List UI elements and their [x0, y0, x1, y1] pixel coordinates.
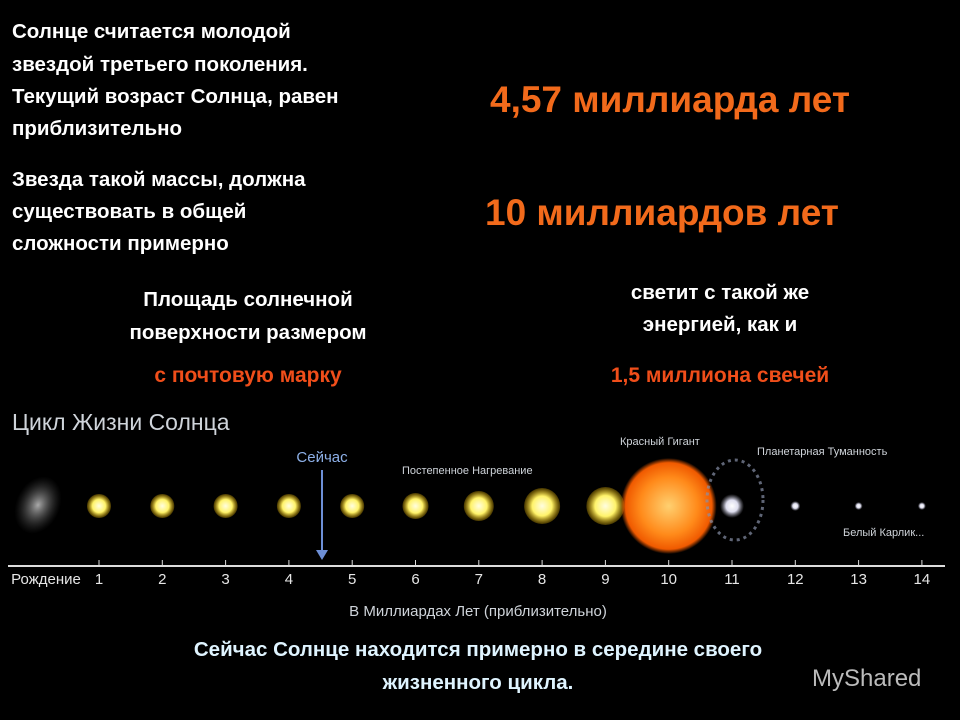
- conclusion-line: Сейчас Солнце находится примерно в серед…: [194, 638, 762, 661]
- star: [620, 458, 717, 554]
- star: [463, 491, 494, 521]
- axis-label: 3: [221, 571, 229, 588]
- axis-title: В Миллиардах Лет (приблизительно): [349, 603, 607, 620]
- lifespan-line: существовать в общей: [12, 200, 246, 223]
- age-value: 4,57 миллиарда лет: [490, 79, 850, 120]
- intro-line: звездой третьего поколения.: [12, 53, 308, 76]
- star: [790, 501, 801, 511]
- star: [586, 487, 625, 525]
- star: [87, 494, 111, 518]
- star: [213, 494, 238, 518]
- planetary-nebula: [705, 458, 765, 542]
- intro-line: Солнце считается молодой: [12, 20, 291, 43]
- stage-label: Планетарная Туманность: [757, 446, 888, 458]
- conclusion-line: жизненного цикла.: [382, 671, 574, 694]
- axis-label: 14: [914, 571, 931, 588]
- stage-label: Белый Карлик...: [843, 527, 924, 539]
- star: [524, 488, 561, 524]
- surface-line: Площадь солнечной: [143, 288, 352, 311]
- star: [150, 494, 175, 518]
- nebula: [14, 476, 62, 534]
- axis-label: 5: [348, 571, 356, 588]
- stage-label: Постепенное Нагревание: [402, 465, 533, 477]
- axis-label: 12: [787, 571, 804, 588]
- star: [402, 493, 429, 519]
- lifespan-line: Звезда такой массы, должна: [12, 168, 306, 191]
- axis-label: 10: [660, 571, 677, 588]
- energy-line: энергией, как и: [643, 313, 797, 336]
- timeline-title: Цикл Жизни Солнца: [12, 409, 230, 435]
- axis-label: 2: [158, 571, 166, 588]
- axis-label: Рождение: [11, 571, 81, 588]
- surface-value: с почтовую марку: [154, 364, 342, 387]
- axis-label: 1: [95, 571, 103, 588]
- star: [720, 494, 744, 518]
- surface-line: поверхности размером: [129, 321, 366, 344]
- axis-label: 7: [475, 571, 483, 588]
- star: [917, 502, 926, 510]
- star: [276, 494, 301, 518]
- axis-label: 11: [724, 571, 740, 588]
- watermark: MyShared: [812, 665, 921, 692]
- energy-value: 1,5 миллиона свечей: [611, 364, 829, 387]
- stage-label: Красный Гигант: [620, 436, 700, 448]
- timeline: Цикл Жизни Солнца Сейчас Постепенное Наг…: [8, 409, 945, 620]
- axis-label: 6: [411, 571, 419, 588]
- energy-line: светит с такой же: [631, 281, 809, 304]
- axis-label: 9: [601, 571, 609, 588]
- now-label: Сейчас: [296, 449, 348, 466]
- lifespan-value: 10 миллиардов лет: [485, 192, 839, 233]
- axis-label: 4: [285, 571, 293, 588]
- axis-label: 13: [850, 571, 867, 588]
- intro-line: приблизительно: [12, 117, 182, 140]
- lifespan-line: сложности примерно: [12, 232, 229, 255]
- axis-label: 8: [538, 571, 546, 588]
- now-arrowhead: [316, 550, 328, 560]
- star: [854, 502, 863, 510]
- intro-line: Текущий возраст Солнца, равен: [12, 85, 339, 108]
- star: [340, 494, 365, 518]
